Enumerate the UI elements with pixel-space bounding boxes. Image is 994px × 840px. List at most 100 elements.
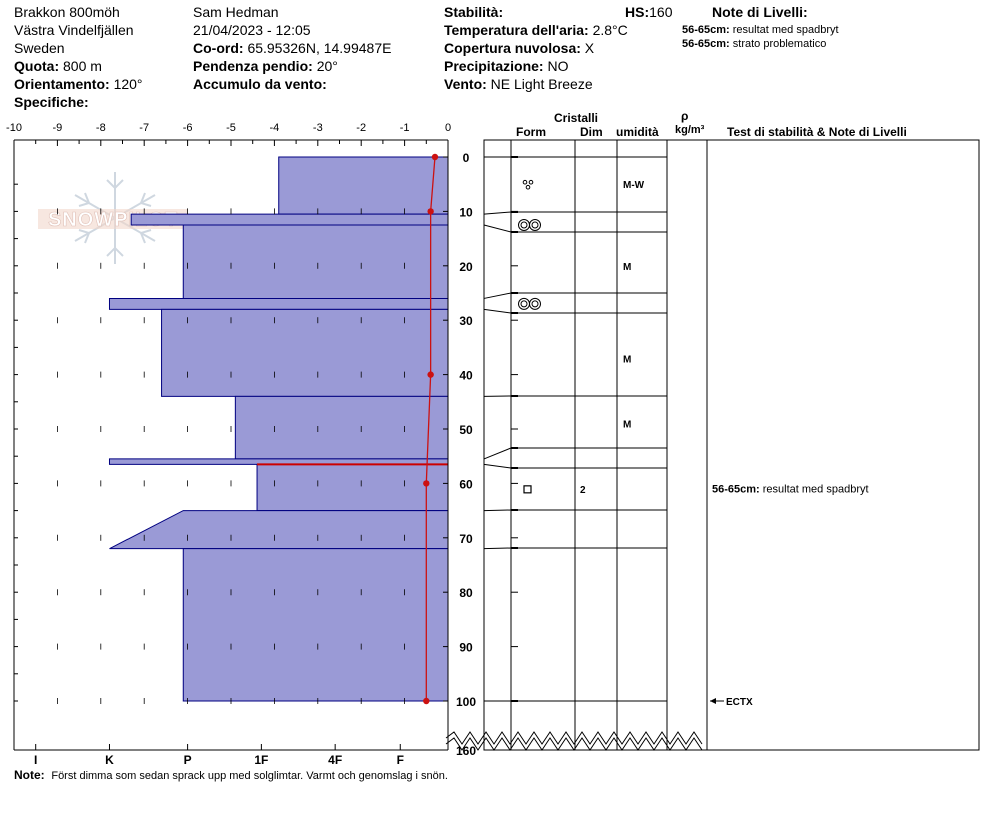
- slope-row: Pendenza pendio: 20°: [193, 58, 338, 74]
- cloud-row: Copertura nuvolosa: X: [444, 40, 594, 56]
- moisture-value: M-W: [623, 180, 645, 191]
- melt-ring-inner: [520, 300, 528, 308]
- hardness-tick-label: 1F: [254, 753, 268, 767]
- coord-row: Co-ord: 65.95326N, 14.99487E: [193, 40, 391, 56]
- hs-value: 160: [649, 4, 673, 20]
- depth-tick-label: 50: [459, 423, 473, 437]
- wind-label: Vento:: [444, 76, 487, 92]
- melt-ring-inner: [531, 300, 539, 308]
- crystal-table: M-W M M M 2 56-65cm: resultat med spadbryt ECT…: [483, 139, 980, 751]
- layer-connector: [483, 463, 512, 469]
- crystal-size-value: 2: [580, 485, 586, 496]
- cloud-label: Copertura nuvolosa:: [444, 40, 581, 56]
- wind-loading-label: Accumulo da vento:: [193, 76, 327, 92]
- temp-tick-label: -2: [356, 122, 366, 134]
- specifics-label: Specifiche:: [14, 94, 89, 110]
- hardness-layer: [278, 156, 449, 215]
- temp-tick-label: -9: [53, 122, 63, 134]
- depth-tick-label: 70: [459, 532, 473, 546]
- elevation-label: Quota:: [14, 58, 60, 74]
- test-note-text: resultat med spadbryt: [760, 483, 869, 495]
- aspect-row: Orientamento: 120°: [14, 76, 143, 92]
- particle-dot: [528, 179, 534, 185]
- temperature-point: [423, 697, 430, 705]
- precip-label: Precipitazione:: [444, 58, 544, 74]
- note-text: Först dimma som sedan sprack upp med sol…: [51, 770, 448, 782]
- stability-test-label: ECTX: [726, 697, 753, 708]
- region-name: Västra Vindelfjällen: [14, 22, 134, 38]
- slope-label: Pendenza pendio:: [193, 58, 313, 74]
- country-name: Sweden: [14, 40, 65, 56]
- layer-connector: [483, 509, 512, 512]
- depth-tick-label: 100: [456, 695, 476, 709]
- elevation-row: Quota: 800 m: [14, 58, 102, 74]
- layer-note-2: 56-65cm: strato problematico: [682, 38, 826, 50]
- temp-tick-label: 0: [445, 122, 451, 134]
- layer-note-range: 56-65cm:: [682, 24, 730, 36]
- moisture-header: umidità: [616, 125, 659, 139]
- melt-form-icon: [518, 219, 541, 231]
- layer-note-text: strato problematico: [732, 38, 827, 50]
- layer-notes-title: Note di Livelli:: [712, 4, 808, 20]
- temp-tick-label: -5: [226, 122, 236, 134]
- arrow-head-icon: [710, 698, 716, 704]
- layer-note-range: 56-65cm:: [682, 38, 730, 50]
- depth-tick-label: 90: [459, 641, 473, 655]
- hardness-layer: [182, 224, 449, 299]
- melt-form-icon: [518, 297, 541, 310]
- layer-connector: [483, 292, 512, 299]
- hardness-layer: [109, 510, 449, 550]
- hs-label: HS:: [625, 4, 650, 20]
- coord-label: Co-ord:: [193, 40, 244, 56]
- moisture-value: M: [623, 420, 631, 431]
- melt-ring: [529, 297, 541, 310]
- hardness-layer: [234, 395, 449, 460]
- hardness-layer: [182, 548, 449, 702]
- particle-dot: [522, 179, 528, 185]
- hardness-profile: [108, 156, 449, 702]
- snowflake-icon: [74, 172, 156, 264]
- temp-tick-label: -8: [96, 122, 106, 134]
- temperature-point: [431, 153, 439, 161]
- moisture-value: M: [623, 262, 631, 273]
- test-note-range: 56-65cm:: [712, 483, 760, 495]
- depth-tick-label: 80: [459, 586, 473, 600]
- coord-value: 65.95326N, 14.99487E: [247, 40, 392, 56]
- temp-tick-label: -7: [139, 122, 149, 134]
- temperature-point: [423, 480, 430, 487]
- hardness-tick-label: I: [34, 753, 37, 767]
- temperature-point: [427, 208, 434, 215]
- hardness-tick-label: K: [105, 753, 114, 767]
- layer-connector: [483, 308, 512, 314]
- depth-tick-label: 20: [459, 260, 473, 274]
- chart-axes: -10 -9 -8 -7 -6 -5 -4 -3 -2 -1 0I K P 1F 4F F0102030405…: [6, 122, 476, 767]
- observation-datetime: 21/04/2023 - 12:05: [193, 22, 311, 38]
- hardness-layer: [130, 213, 449, 226]
- stability-label: Stabilità:: [444, 4, 504, 20]
- layer-connector: [483, 211, 512, 215]
- aspect-label: Orientamento:: [14, 76, 110, 92]
- wind-value: NE Light Breeze: [490, 76, 593, 92]
- moisture-value: M: [623, 354, 631, 365]
- layer-connector: [483, 447, 512, 460]
- temperature-point: [427, 371, 434, 378]
- hardness-layer: [256, 463, 449, 512]
- tests-notes-header: Test di stabilità & Note di Livelli: [727, 125, 907, 139]
- melt-ring-inner: [531, 221, 539, 229]
- precip-value: NO: [547, 58, 569, 74]
- particle-dot: [525, 184, 531, 190]
- footer-note: Note: Först dimma som sedan sprack upp m…: [14, 767, 448, 784]
- observer-name: Sam Hedman: [193, 4, 279, 20]
- slope-value: 20°: [316, 58, 338, 74]
- layer-connector: [483, 224, 512, 233]
- depth-tick-label: 30: [459, 314, 473, 328]
- dim-header: Dim: [580, 125, 603, 139]
- hardness-layer: [161, 308, 449, 397]
- air-temp-row: Temperatura dell'aria: 2.8°C: [444, 22, 628, 38]
- note-label: Note:: [14, 768, 45, 782]
- hs-row: HS:160: [625, 4, 672, 20]
- location-name: Brakkon 800möh: [14, 4, 120, 20]
- density-unit-header: kg/m³: [675, 124, 705, 136]
- faceted-crystal-icon: [523, 485, 532, 494]
